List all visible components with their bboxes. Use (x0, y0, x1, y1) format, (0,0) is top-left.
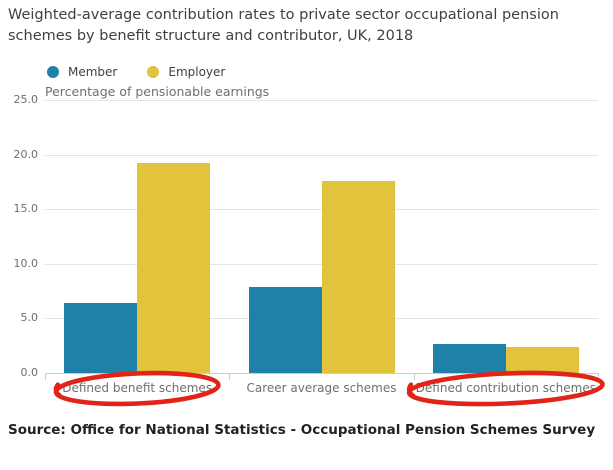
bar-member-defined-contribution-schemes (432, 343, 506, 373)
x-axis-line (45, 373, 598, 374)
legend: Member Employer (47, 65, 225, 79)
bar-member-defined-benefit-schemes (64, 303, 138, 373)
legend-dot-icon (47, 66, 59, 78)
x-axis-label: Defined contribution schemes (415, 381, 596, 395)
y-axis-tick-label: 0.0 (20, 366, 39, 379)
gridline-25 (45, 100, 598, 101)
y-axis-tick-label: 5.0 (20, 311, 39, 325)
y-axis-tick-label: 25.0 (13, 93, 39, 106)
bar-member-career-average-schemes (248, 286, 322, 373)
source-text: Source: Office for National Statistics -… (8, 422, 596, 438)
y-axis-tick-label: 20.0 (13, 147, 39, 161)
y-axis-title: Percentage of pensionable earnings (45, 84, 270, 99)
bar-employer-defined-contribution-schemes (505, 346, 579, 373)
x-axis-label: Defined benefit schemes (62, 381, 213, 395)
x-axis-tick (229, 373, 231, 380)
x-axis-tick (598, 373, 599, 380)
legend-item-member: Member (47, 65, 117, 79)
bar-employer-career-average-schemes (321, 180, 395, 373)
legend-item-employer: Employer (147, 65, 225, 79)
x-axis-tick (45, 373, 46, 380)
y-axis-tick-label: 10.0 (13, 256, 39, 270)
legend-dot-icon (147, 66, 160, 78)
y-axis-tick-label: 15.0 (13, 202, 39, 216)
bar-employer-defined-benefit-schemes (137, 163, 211, 373)
x-axis-tick (413, 373, 415, 380)
chart-title: Weighted-average contribution rates to p… (8, 7, 559, 44)
x-axis-label: Career average schemes (246, 381, 397, 395)
legend-label: Member (68, 65, 118, 79)
gridline-20 (45, 154, 598, 156)
legend-label: Employer (168, 65, 226, 79)
